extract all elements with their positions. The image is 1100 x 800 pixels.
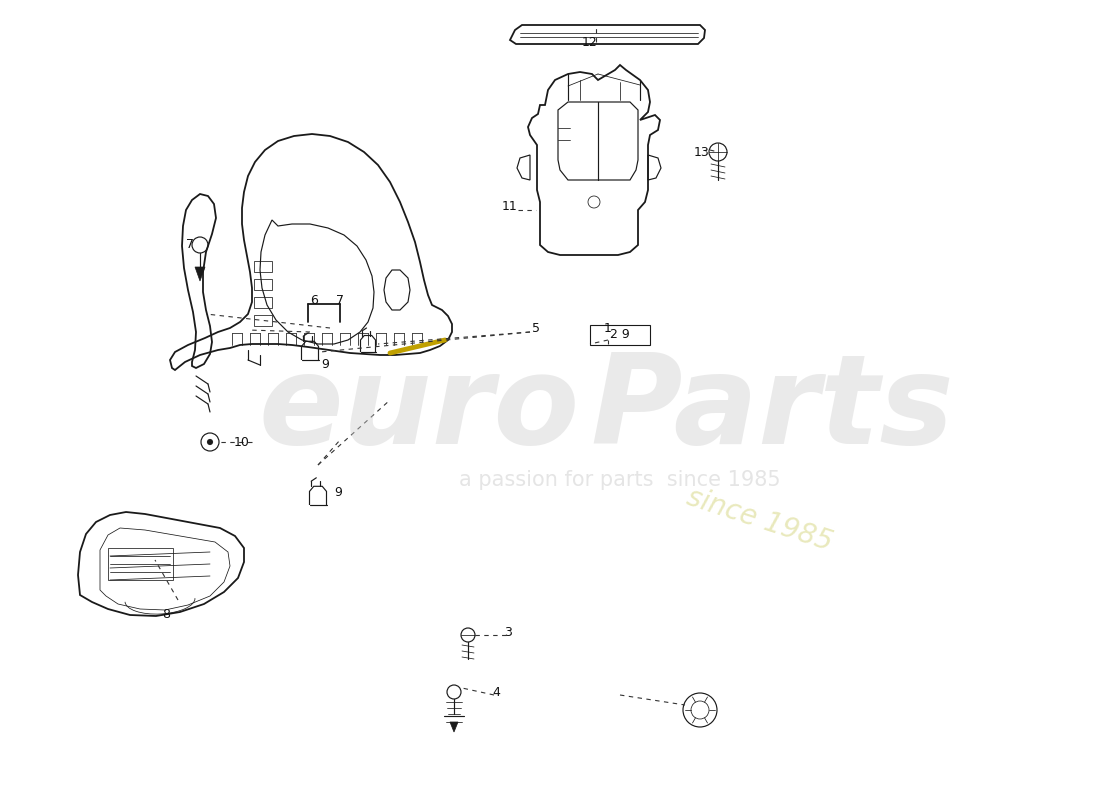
Text: 7: 7	[186, 238, 194, 251]
Text: since 1985: since 1985	[683, 483, 836, 557]
Polygon shape	[195, 267, 205, 281]
Text: 9: 9	[334, 486, 342, 499]
Text: 10: 10	[234, 435, 250, 449]
Text: 7: 7	[336, 294, 344, 306]
Text: 9: 9	[321, 358, 329, 370]
Text: 6: 6	[310, 294, 318, 306]
Bar	[254, 279, 272, 290]
Text: 8: 8	[162, 609, 170, 622]
Bar	[254, 315, 272, 326]
Text: 11: 11	[502, 199, 518, 213]
Text: 5: 5	[532, 322, 540, 334]
Bar	[254, 297, 272, 308]
Bar	[254, 261, 272, 272]
Text: a passion for parts  since 1985: a passion for parts since 1985	[459, 470, 781, 490]
Text: 2 9: 2 9	[610, 329, 630, 342]
Text: 13: 13	[694, 146, 710, 158]
Text: 3: 3	[504, 626, 512, 638]
Text: 4: 4	[492, 686, 499, 698]
Text: euro: euro	[258, 350, 580, 470]
Text: Parts: Parts	[590, 350, 954, 470]
Bar	[108, 548, 173, 580]
Polygon shape	[450, 722, 458, 732]
Text: 12: 12	[582, 35, 598, 49]
Circle shape	[207, 439, 213, 445]
Text: 1: 1	[604, 322, 612, 334]
